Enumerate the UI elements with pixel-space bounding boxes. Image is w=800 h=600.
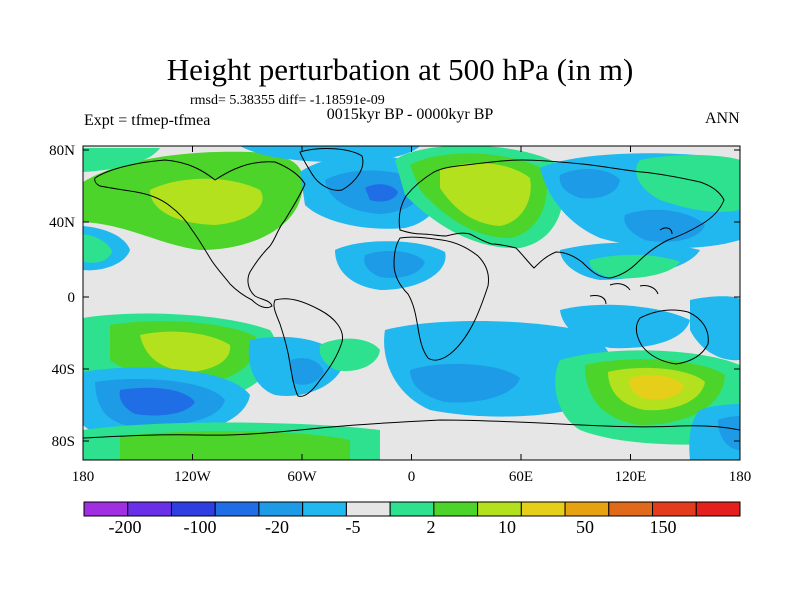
australia-coastline bbox=[635, 309, 709, 365]
colorbar-swatch bbox=[302, 501, 347, 517]
season-label: ANN bbox=[705, 110, 740, 127]
colorbar-label: -20 bbox=[265, 517, 289, 537]
rmsd-diff-text: rmsd= 5.38355 diff= -1.18591e-09 bbox=[190, 93, 385, 108]
lon-tick-label: 120W bbox=[174, 469, 212, 485]
contour-yellow-region bbox=[629, 375, 684, 400]
contour-cyan-region bbox=[690, 296, 740, 361]
longitude-axis: 180 120W 60W 0 60E 120E 180 bbox=[72, 146, 752, 485]
colorbar-swatch bbox=[695, 501, 741, 517]
colorbar-swatch bbox=[433, 501, 479, 517]
colorbar-label: -100 bbox=[184, 517, 217, 537]
lon-tick-label: 180 bbox=[72, 469, 95, 485]
contour-blue-region bbox=[559, 168, 620, 199]
contour-cyan-region bbox=[240, 146, 420, 162]
colorbar-swatch bbox=[83, 501, 129, 517]
islands-coastline bbox=[589, 227, 673, 305]
lon-tick-label: 180 bbox=[729, 469, 752, 485]
coastlines bbox=[83, 148, 740, 439]
contour-cyan-region bbox=[560, 304, 690, 349]
south-america-coastline bbox=[273, 298, 344, 397]
contour-blue-region bbox=[364, 250, 425, 278]
colorbar-swatch bbox=[389, 501, 435, 517]
colorbar-label: 150 bbox=[650, 517, 677, 537]
europe-asia-coastline bbox=[398, 159, 725, 279]
colorbar-label: 2 bbox=[427, 517, 436, 537]
lon-tick-label: 60W bbox=[287, 469, 317, 485]
contour-blue-region bbox=[410, 363, 520, 403]
contour-darkblue-region bbox=[365, 184, 398, 202]
greenland-coastline bbox=[299, 148, 364, 191]
colorbar-swatch bbox=[608, 501, 654, 517]
contour-field bbox=[83, 146, 740, 460]
lat-tick-label: 40S bbox=[52, 362, 75, 378]
africa-coastline bbox=[393, 236, 489, 361]
colorbar-swatch bbox=[258, 501, 304, 517]
experiment-label: Expt = tfmep-tfmea bbox=[84, 112, 211, 129]
north-america-coastline bbox=[94, 159, 306, 309]
colorbar-swatch bbox=[170, 501, 216, 517]
contour-lightgreen-region bbox=[319, 338, 380, 372]
lat-tick-label: 80N bbox=[49, 143, 75, 159]
contour-blue-region bbox=[290, 358, 324, 385]
contour-lightgreen-region bbox=[636, 155, 740, 212]
colorbar-label: 50 bbox=[576, 517, 594, 537]
lon-tick-label: 120E bbox=[615, 469, 647, 485]
colorbar-swatch bbox=[345, 501, 391, 517]
lat-tick-label: 80S bbox=[52, 434, 75, 450]
contour-lightgreen-region bbox=[83, 148, 160, 172]
latitude-axis: 80N 40N 0 40S 80S bbox=[49, 143, 740, 450]
colorbar-swatch bbox=[477, 501, 522, 517]
colorbar-label: -5 bbox=[346, 517, 361, 537]
plot-subtitle: 0015kyr BP - 0000kyr BP bbox=[326, 106, 494, 123]
lat-tick-label: 0 bbox=[68, 290, 76, 306]
lat-tick-label: 40N bbox=[49, 215, 75, 231]
colorbar-swatch bbox=[652, 501, 697, 517]
plot-title: Height perturbation at 500 hPa (in m) bbox=[166, 52, 634, 87]
contour-blue-region bbox=[624, 209, 705, 242]
antarctica-coastline bbox=[83, 419, 740, 439]
colorbar: -200 -100 -20 -5 2 10 50 150 bbox=[83, 501, 741, 537]
colorbar-label: 10 bbox=[498, 517, 516, 537]
lon-tick-label: 60E bbox=[509, 469, 533, 485]
colorbar-swatch bbox=[520, 501, 566, 517]
lon-tick-label: 0 bbox=[408, 469, 416, 485]
contour-lightgreen-region bbox=[589, 254, 680, 279]
contour-green-region bbox=[120, 431, 350, 460]
contour-lightgreen-region bbox=[83, 234, 112, 263]
colorbar-label: -200 bbox=[109, 517, 142, 537]
colorbar-swatch bbox=[564, 501, 610, 517]
colorbar-swatch bbox=[214, 501, 260, 517]
contour-lime-region bbox=[440, 163, 531, 226]
contour-darkblue-region bbox=[119, 387, 195, 416]
colorbar-swatch bbox=[127, 501, 172, 517]
contour-lime-region bbox=[140, 331, 231, 372]
